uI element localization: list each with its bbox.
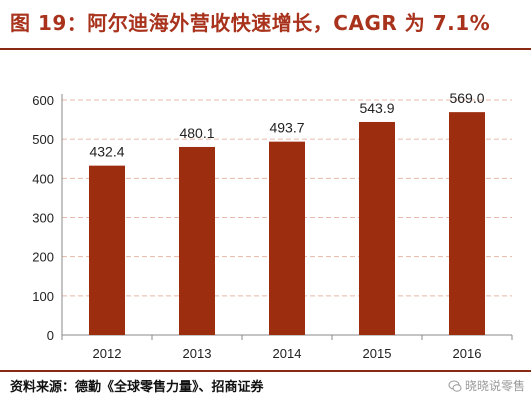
bar: [449, 112, 485, 335]
bar: [89, 165, 125, 335]
top-rule: [0, 48, 531, 50]
wechat-icon: [448, 380, 462, 392]
figure-title: 图 19：阿尔迪海外营收快速增长，CAGR 为 7.1%: [10, 11, 491, 35]
bar: [359, 121, 395, 335]
bottom-rule: [0, 370, 531, 372]
bar-value-label: 493.7: [269, 120, 304, 136]
x-tick-label: 2013: [183, 346, 212, 361]
y-tick-label: 600: [32, 93, 54, 108]
bar-value-label: 480.1: [179, 125, 214, 141]
x-tick-label: 2014: [273, 346, 302, 361]
y-tick-label: 300: [32, 211, 54, 226]
bar: [269, 141, 305, 335]
watermark-text: 晓晓说零售: [464, 379, 525, 393]
y-tick-label: 100: [32, 289, 54, 304]
y-tick-label: 500: [32, 132, 54, 147]
bar-value-label: 569.0: [449, 90, 484, 106]
bar-value-label: 543.9: [359, 100, 394, 116]
x-tick-label: 2012: [93, 346, 122, 361]
y-tick-label: 200: [32, 250, 54, 265]
watermark: 晓晓说零售: [448, 377, 525, 394]
y-tick-label: 0: [47, 328, 54, 343]
bar-value-label: 432.4: [89, 144, 124, 160]
y-tick-label: 400: [32, 171, 54, 186]
source-note: 资料来源：德勤《全球零售力量》、招商证券: [10, 380, 264, 395]
revenue-bar-chart: 0 100 200 300 400 500 600 432.4 2012 480.1 2013 493…: [32, 90, 513, 361]
bar: [179, 146, 215, 335]
x-tick-label: 2015: [363, 346, 392, 361]
x-tick-label: 2016: [453, 346, 482, 361]
